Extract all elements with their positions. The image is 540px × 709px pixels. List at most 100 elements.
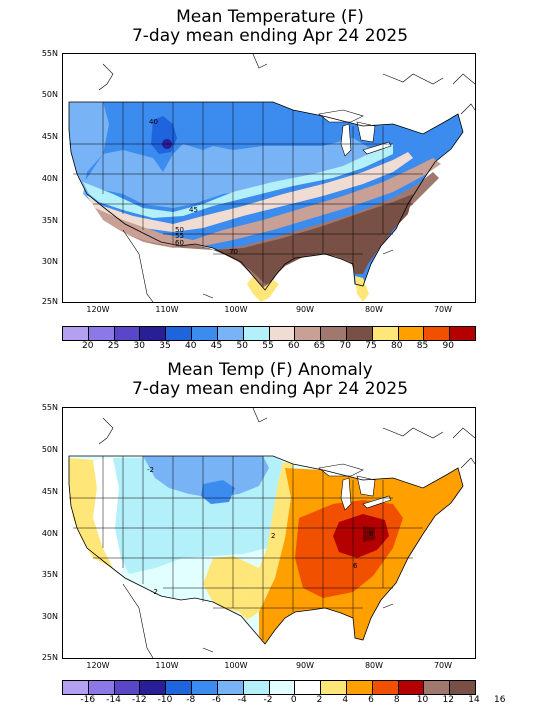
zone-45-west xyxy=(69,102,109,204)
lake-erie xyxy=(362,141,392,155)
colorbar-label: -4 xyxy=(237,695,247,705)
contour-labels: -2 -2 8 6 2 xyxy=(147,466,373,596)
zone-45-plains xyxy=(83,138,373,208)
lon-label: 110W xyxy=(155,661,179,670)
colorbar-label: 55 xyxy=(262,341,274,351)
colorbar-swatch xyxy=(372,681,399,694)
colorbar-label: 8 xyxy=(393,695,400,705)
lat-label: 55N xyxy=(41,49,58,58)
lat-label: 40N xyxy=(41,174,58,183)
colorbar-swatch xyxy=(450,327,475,340)
lon-label: 120W xyxy=(86,305,110,314)
lat-label: 30N xyxy=(41,257,58,266)
panel2-map: -2 -2 8 6 2 xyxy=(62,407,476,659)
panel2-subtitle: 7-day mean ending Apr 24 2025 xyxy=(131,379,409,399)
colorbar-swatch xyxy=(269,327,296,340)
colorbar-swatch xyxy=(217,681,244,694)
colorbar-label: -8 xyxy=(186,695,196,705)
lake-michigan xyxy=(340,123,352,157)
colorbar-swatch xyxy=(321,681,347,694)
lat-label: 35N xyxy=(41,216,58,225)
zone-75-florida xyxy=(355,276,369,302)
lake-superior xyxy=(318,109,364,123)
lon-label: 90W xyxy=(295,661,315,670)
colorbar-label: 14 xyxy=(468,695,480,705)
panel2-title: Mean Temp (F) Anomaly xyxy=(167,360,373,380)
colorbar-label: 80 xyxy=(391,341,403,351)
lon-label: 110W xyxy=(155,305,179,314)
contour-label: 2 xyxy=(271,532,275,540)
lat-label: 55N xyxy=(41,403,58,412)
anom-dark-red xyxy=(363,526,375,542)
colorbar-swatch xyxy=(424,681,451,694)
contour-label: 45 xyxy=(189,206,198,214)
lon-label: 70W xyxy=(433,661,453,670)
anom-west-yellow xyxy=(69,458,113,568)
colorbar-swatch xyxy=(140,327,167,340)
lon-label: 90W xyxy=(295,305,315,314)
anom-neutral-west xyxy=(93,458,123,578)
colorbar-label: 75 xyxy=(365,341,377,351)
panel1-colorbar xyxy=(62,326,476,341)
lat-label: 35N xyxy=(41,570,58,579)
lon-label: 120W xyxy=(86,661,110,670)
lon-label: 80W xyxy=(364,661,384,670)
lat-label: 25N xyxy=(41,653,58,662)
colorbar-label: -14 xyxy=(106,695,121,705)
conus-outline xyxy=(68,455,464,645)
contour-label: 60 xyxy=(175,239,184,247)
colorbar-label: 60 xyxy=(288,341,300,351)
state-lines xyxy=(69,456,423,640)
anom-yellow-central xyxy=(239,462,293,620)
colorbar-swatch xyxy=(346,681,373,694)
colorbar-swatch xyxy=(295,681,322,694)
colorbar-swatch xyxy=(114,681,141,694)
contour-labels: 40 45 50 55 60 70 xyxy=(149,118,238,256)
colorbar-label: 70 xyxy=(339,341,351,351)
anom-blue xyxy=(143,456,269,498)
lon-label: 100W xyxy=(224,661,248,670)
colorbar-swatch xyxy=(166,681,193,694)
colorbar-label: -2 xyxy=(263,695,273,705)
contour-label: 50 xyxy=(175,226,184,234)
colorbar-swatch xyxy=(88,327,115,340)
colorbar-label: 25 xyxy=(107,341,120,351)
colorbar-swatch xyxy=(243,681,270,694)
colorbar-label: 40 xyxy=(185,341,197,351)
colorbar-swatch xyxy=(217,327,244,340)
lake-huron xyxy=(356,121,376,143)
colorbar-label: 45 xyxy=(210,341,223,351)
colorbar-swatch xyxy=(269,681,296,694)
panel1-subtitle: 7-day mean ending Apr 24 2025 xyxy=(131,26,409,46)
colorbar-label: 85 xyxy=(416,341,429,351)
lat-label: 50N xyxy=(41,90,58,99)
lon-label: 100W xyxy=(224,305,248,314)
anom-ne-tan xyxy=(423,468,463,504)
panel1-title: Mean Temperature (F) xyxy=(176,7,364,27)
lake-erie xyxy=(362,495,392,509)
contour-label: 8 xyxy=(369,530,373,538)
colorbar-swatch xyxy=(63,681,89,694)
contour-label: 6 xyxy=(353,562,358,570)
colorbar-swatch xyxy=(114,327,141,340)
colorbar-swatch xyxy=(424,327,451,340)
lat-label: 30N xyxy=(41,612,58,621)
lat-label: 40N xyxy=(41,529,58,538)
panel2-map-svg: -2 -2 8 6 2 xyxy=(68,408,475,658)
colorbar-label: -12 xyxy=(131,695,147,705)
colorbar-swatch xyxy=(295,327,322,340)
colorbar-swatch xyxy=(166,327,193,340)
contour-label: 40 xyxy=(149,118,158,126)
lat-label: 45N xyxy=(41,487,58,496)
lat-label: 25N xyxy=(41,297,58,306)
colorbar-label: 30 xyxy=(133,341,145,351)
colorbar-label: 20 xyxy=(82,341,94,351)
colorbar-swatch xyxy=(321,327,347,340)
border-lines xyxy=(98,54,475,302)
contour-label: 55 xyxy=(175,232,184,240)
zone-60 xyxy=(95,158,441,248)
lat-label: 50N xyxy=(41,445,58,454)
colorbar-swatch xyxy=(398,327,425,340)
colorbar-swatch xyxy=(88,681,115,694)
colorbar-label: 10 xyxy=(416,695,429,705)
